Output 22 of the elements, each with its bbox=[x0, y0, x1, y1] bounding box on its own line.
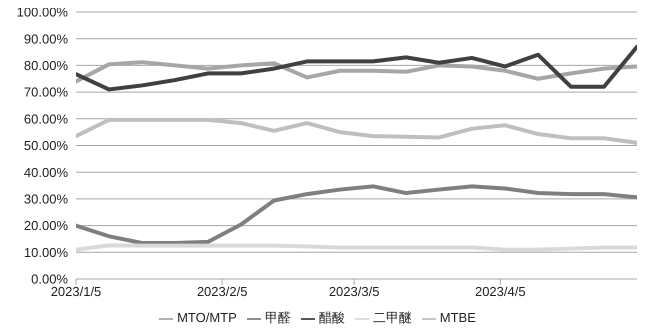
y-tick-label: 20.00% bbox=[24, 218, 68, 234]
y-tick-label: 80.00% bbox=[24, 58, 68, 74]
y-tick-label: 90.00% bbox=[24, 31, 68, 46]
legend-label: 二甲醚 bbox=[372, 310, 412, 325]
y-tick-label: 40.00% bbox=[24, 164, 68, 180]
x-tick-label: 2023/1/5 bbox=[50, 284, 102, 300]
legend-label: 醋酸 bbox=[318, 310, 345, 325]
y-tick-label: 60.00% bbox=[24, 111, 68, 126]
x-tick-label: 2023/4/5 bbox=[474, 284, 526, 300]
y-tick-label: 0.00% bbox=[31, 272, 68, 287]
legend-label: 甲醛 bbox=[264, 310, 291, 325]
x-tick-label: 2023/3/5 bbox=[328, 284, 380, 300]
line-series bbox=[76, 44, 637, 92]
line-series bbox=[76, 184, 637, 245]
line-series bbox=[76, 118, 637, 145]
y-tick-label: 30.00% bbox=[24, 192, 68, 207]
y-tick-label: 10.00% bbox=[24, 244, 68, 260]
legend-label: MTBE bbox=[440, 310, 476, 325]
x-tick-label: 2023/2/5 bbox=[196, 284, 248, 300]
y-tick-label: 70.00% bbox=[24, 84, 68, 100]
legend-label: MTO/MTP bbox=[177, 310, 237, 325]
y-tick-label: 50.00% bbox=[24, 138, 68, 154]
